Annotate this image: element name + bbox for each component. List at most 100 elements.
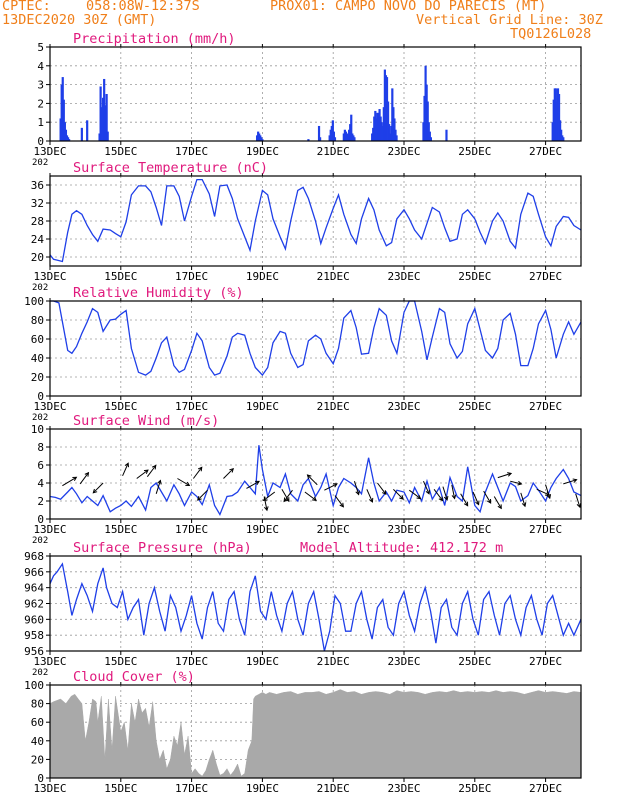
wind-arrow-head — [475, 500, 480, 506]
precip-bar — [332, 131, 336, 141]
y-tick-label: 2 — [37, 97, 44, 110]
precip-bar — [350, 114, 353, 141]
wind-arrow-shaft — [192, 466, 203, 479]
precip-bar — [395, 135, 398, 141]
wind-arrow-head — [185, 481, 191, 487]
wind-arrow-head — [355, 490, 360, 496]
wind-line — [49, 445, 582, 516]
x-tick-label: 25DEC — [458, 145, 491, 158]
wind-arrow-head — [399, 495, 404, 500]
x-tick-label: 19DEC — [246, 270, 279, 283]
wind-arrow-head — [451, 494, 457, 500]
y-tick-label: 2 — [37, 495, 44, 508]
x-tick-label: 25DEC — [458, 782, 491, 795]
panel-frame — [49, 684, 582, 779]
wind-arrow-shaft — [442, 486, 448, 501]
wind-arrow-head — [507, 472, 513, 477]
wind-arrow-shaft — [563, 479, 577, 485]
x-tick-label: 27DEC — [529, 523, 562, 536]
x-tick-label: 25DEC — [458, 655, 491, 668]
wind-arrow-shaft — [483, 490, 492, 504]
panel-annotation: Model Altitude: 412.172 m — [300, 540, 503, 556]
wind-arrow-head — [197, 466, 203, 472]
y-tick-label: 958 — [24, 629, 44, 642]
header-model-code: TQ0126L028 — [510, 26, 592, 42]
wind-arrow-shaft — [223, 468, 234, 479]
x-tick-label: 15DEC — [104, 782, 137, 795]
wind-arrow-head — [92, 488, 98, 494]
x-tick-label: 21DEC — [317, 400, 350, 413]
wind-arrow-shaft — [263, 491, 276, 501]
x-tick-label: 27DEC — [529, 145, 562, 158]
wind-arrow-shaft — [246, 480, 260, 489]
cloud-cover-area — [49, 689, 582, 779]
x-tick-label: 15DEC — [104, 523, 137, 536]
x-year-fragment: 202 — [32, 283, 48, 293]
wind-arrow-head — [521, 502, 527, 508]
panel-rh: 0 20 40 60 80 100 13DEC 15DEC 17DEC 19DEC 21DEC 23D… — [24, 285, 582, 423]
wind-arrow-shaft — [197, 489, 208, 501]
precip-bar — [105, 94, 108, 141]
x-year-fragment: 202 — [32, 536, 48, 546]
wind-arrow-shaft — [377, 482, 387, 495]
x-tick-label: 15DEC — [104, 145, 137, 158]
y-tick-label: 100 — [24, 679, 44, 692]
y-tick-label: 10 — [31, 423, 44, 436]
x-tick-label: 23DEC — [387, 400, 420, 413]
y-tick-label: 8 — [37, 441, 44, 454]
precip-bar — [104, 105, 107, 141]
wind-arrow-shaft — [307, 474, 318, 486]
header-source: CPTEC: — [2, 0, 51, 14]
wind-arrow-head — [438, 496, 444, 502]
panel-frame — [49, 428, 582, 520]
y-tick-label: 6 — [37, 459, 44, 472]
wind-arrow-head — [572, 478, 578, 483]
x-year-fragment: 202 — [32, 668, 48, 678]
wind-arrow-head — [312, 496, 317, 502]
wind-arrow-head — [332, 483, 338, 488]
x-tick-label: 13DEC — [33, 270, 66, 283]
y-tick-label: 20 — [31, 371, 44, 384]
wind-arrow-shaft — [324, 483, 338, 491]
wind-arrow-head — [151, 464, 157, 470]
wind-arrow-head — [196, 496, 202, 501]
wind-arrow-head — [416, 494, 422, 500]
precip-bar — [261, 139, 264, 141]
wind-arrow-shaft — [423, 480, 430, 495]
wind-arrow-head — [84, 471, 90, 477]
x-tick-label: 15DEC — [104, 655, 137, 668]
wind-arrow-shaft — [353, 481, 360, 495]
y-tick-label: 962 — [24, 598, 44, 611]
precip-bar — [331, 120, 334, 141]
header-station: PROX01: CAMPO NOVO DO PARECIS (MT) — [270, 0, 547, 14]
x-tick-label: 17DEC — [175, 782, 208, 795]
wind-arrow-shaft — [283, 489, 293, 502]
wind-arrow-shaft — [409, 489, 421, 500]
y-tick-label: 968 — [24, 550, 44, 563]
wind-arrow-head — [262, 496, 268, 502]
precip-bar — [80, 127, 83, 141]
y-tick-label: 966 — [24, 566, 44, 579]
x-tick-label: 23DEC — [387, 145, 420, 158]
y-tick-label: 28 — [31, 215, 44, 228]
panel-frame — [49, 46, 582, 142]
wind-arrow-shaft — [433, 488, 443, 501]
wind-arrow-head — [382, 490, 387, 496]
precip-bar — [429, 137, 433, 141]
wind-arrow-head — [306, 474, 312, 479]
wind-arrow-head — [255, 480, 260, 486]
wind-arrow-head — [368, 497, 374, 503]
y-tick-label: 24 — [31, 233, 45, 246]
x-tick-label: 25DEC — [458, 270, 491, 283]
x-tick-label: 17DEC — [175, 270, 208, 283]
panel-title: Precipitation (mm/h) — [73, 31, 236, 47]
precip-bar — [445, 129, 448, 141]
x-tick-label: 25DEC — [458, 400, 491, 413]
x-tick-label: 23DEC — [387, 523, 420, 536]
wind-arrow-head — [486, 498, 492, 504]
wind-arrow-shaft — [460, 493, 469, 506]
wind-arrow-head — [443, 495, 449, 501]
panel-cloud: 0 20 40 60 80 100 13DEC 15DEC 17DEC 19DEC 21DEC 23D… — [24, 669, 582, 795]
wind-arrow-shaft — [520, 492, 526, 507]
